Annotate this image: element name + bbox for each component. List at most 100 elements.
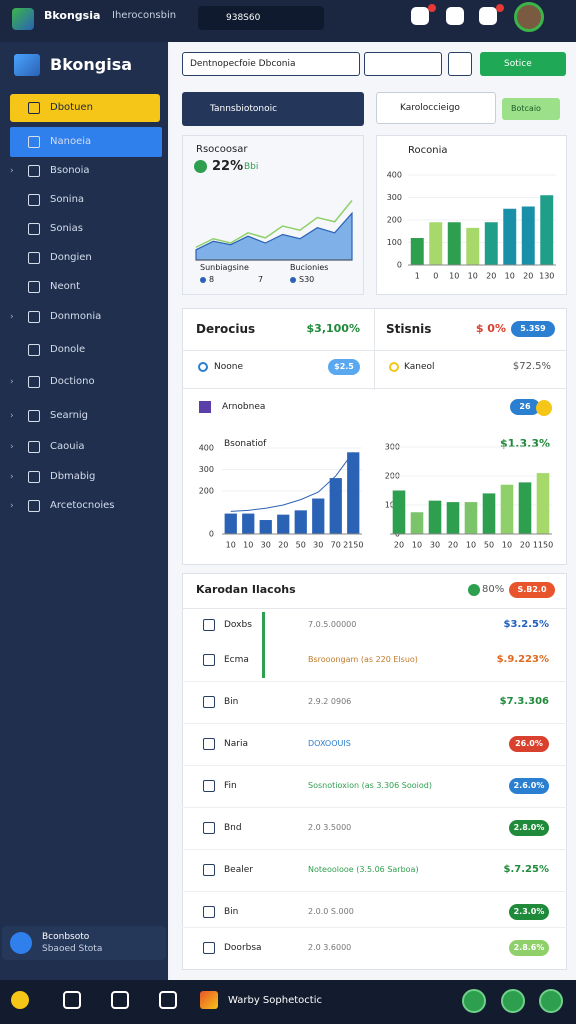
menu-highlight[interactable] [10,94,160,122]
menu-item[interactable]: Sonina [50,194,85,205]
menu-item[interactable]: Donole [50,344,86,355]
icon-button[interactable] [446,7,464,25]
row-name: Doxbs [224,620,252,630]
menu-icon [28,136,40,148]
avatar[interactable] [514,2,544,32]
badge: 26.0% [509,736,549,752]
badge: 2.6.0% [509,778,549,794]
input[interactable] [364,52,442,76]
menu-item[interactable]: Nanoeia [50,136,92,147]
icon-button[interactable] [479,7,497,25]
row-value: $7.3.306 [499,696,549,707]
menu-active[interactable] [10,127,162,157]
badge: $2.5 [328,359,360,375]
row-name: Fin [224,781,237,791]
row-name: Bealer [224,865,253,875]
row-icon [203,619,215,631]
row-detail: 2.9.2 0906 [308,697,352,706]
nav-action[interactable] [539,989,563,1013]
legend-value: 8 [209,275,215,284]
nav-action[interactable] [462,989,486,1013]
row-detail: 2.0 3.6000 [308,943,352,952]
divider [182,807,567,808]
menu-item[interactable]: Dbotuen [50,102,93,113]
action-button[interactable] [182,92,364,126]
row-detail: 2.0.0 S.000 [308,907,354,916]
nav-icon[interactable] [63,991,81,1009]
menu-icon [28,471,40,483]
menu-icon [28,102,40,114]
menu-item[interactable]: Arcetocnoies [50,500,115,511]
kpi-value: $ 0% [475,322,506,335]
stat-icon [468,584,480,596]
nav-icon[interactable] [11,991,29,1009]
card-title: Rsocoosar [196,144,248,155]
user-avatar [10,932,32,954]
badge: 26 [510,399,540,415]
select-text: Dentnopecfoie Dbconia [190,59,296,69]
section-label: Iheroconsbin [112,10,177,21]
chevron: › [10,411,14,421]
row-icon [203,906,215,918]
search-button[interactable] [502,98,560,120]
nav-icon[interactable] [159,991,177,1009]
chevron: › [10,442,14,452]
menu-icon [28,252,40,264]
divider [374,308,375,390]
user-name: Bconbsoto [42,932,90,942]
row-name: Bin [224,697,239,707]
badge: 2.8.6% [509,940,549,956]
menu-item[interactable]: Dongien [50,252,92,263]
row-label: Noone [214,362,243,372]
divider [182,765,567,766]
nav-icon[interactable] [111,991,129,1009]
row-detail: 2.0 3.5000 [308,823,352,832]
menu-icon [28,376,40,388]
row-name: Doorbsa [224,943,262,953]
row-value: $72.5% [512,361,551,372]
search-box[interactable] [198,6,324,30]
menu-icon [28,223,40,235]
menu-icon [28,194,40,206]
nav-action[interactable] [501,989,525,1013]
action-text: Tannsbiotonoic [210,104,278,114]
icon-button[interactable] [411,7,429,25]
divider [182,608,567,609]
divider [182,723,567,724]
menu-icon [28,311,40,323]
menu-item[interactable]: Neont [50,281,81,292]
row-name: Ecma [224,655,249,665]
menu-item[interactable]: Searnig [50,410,89,421]
menu-item[interactable]: Caouia [50,441,85,452]
kpi-title: Derocius [196,322,256,336]
divider [182,388,567,389]
select[interactable] [182,52,360,76]
search-field[interactable] [376,92,496,124]
search-text: Karoloccieigo [400,103,460,113]
sidebar-brand: Bkongisa [50,55,133,74]
menu-item[interactable]: Sonias [50,223,83,234]
primary-button[interactable] [480,52,566,76]
row-icon [389,362,399,372]
menu-item[interactable]: Doctiono [50,376,95,387]
legend-label: Sunbiagsine [200,263,249,272]
card [182,573,567,970]
menu-item[interactable]: Donmonia [50,311,102,322]
row-detail: Bsrooongam (as 220 Elsuo) [308,655,418,664]
kpi-delta: Bbi [244,162,259,172]
row-icon [203,738,215,750]
row-detail: 7.0.5.00000 [308,620,357,629]
row-icon [198,362,208,372]
badge: 2.8.0% [509,820,549,836]
badge: 2.3.0% [509,904,549,920]
divider [182,681,567,682]
icon-button[interactable] [448,52,472,76]
menu-item[interactable]: Bsonoia [50,165,90,176]
row-icon [203,822,215,834]
legend-dot [200,277,206,283]
menu-item[interactable]: Dbmabig [50,471,96,482]
badge: S.B2.0 [509,582,555,598]
row-value: $.9.223% [496,654,549,665]
row-icon [203,696,215,708]
legend-label: Bucionies [290,263,329,272]
